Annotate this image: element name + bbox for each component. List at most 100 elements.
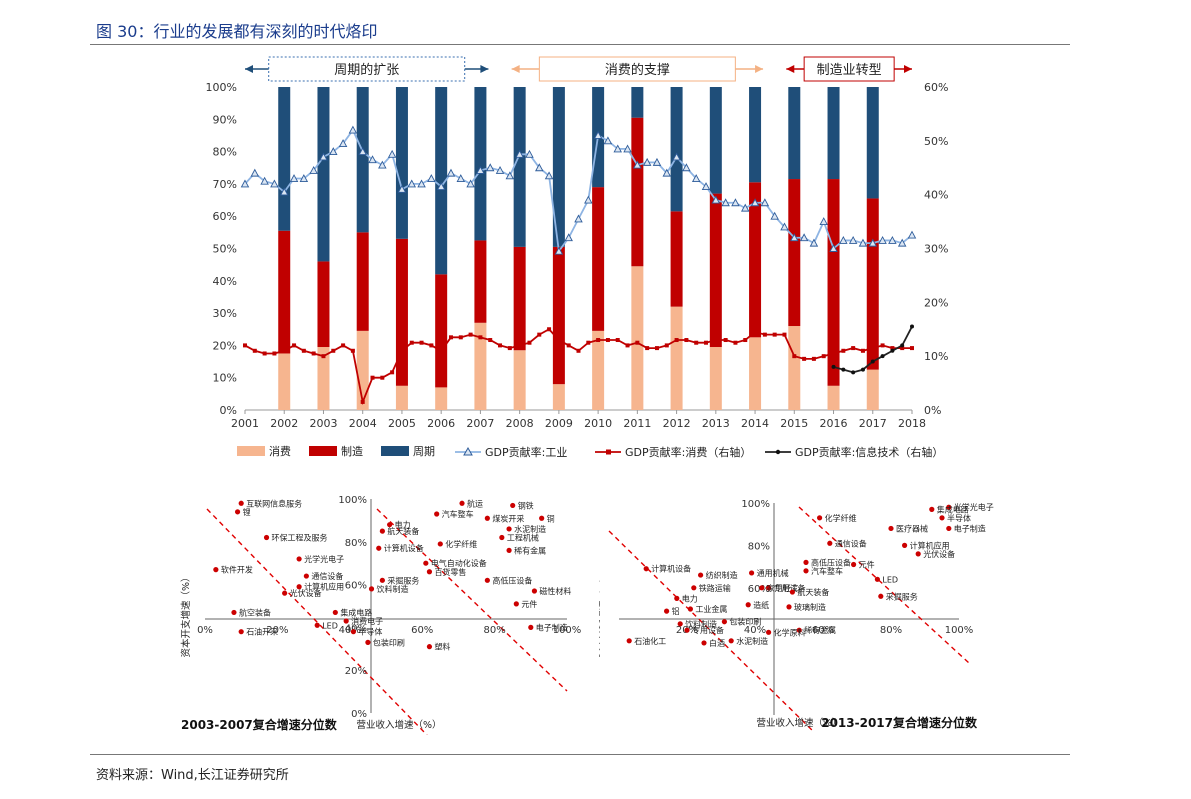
point-gdp-consume — [782, 332, 787, 337]
scatter-point — [234, 509, 241, 515]
scatter-point — [350, 629, 357, 635]
phase-arrowhead-left — [786, 65, 795, 73]
scatter-point — [946, 525, 952, 532]
scatter-point — [368, 586, 375, 592]
point-gdp-consume — [262, 351, 267, 356]
scatter-point — [745, 602, 751, 608]
bar-消费 — [709, 347, 722, 410]
scatter-point-label: 化学纤维 — [825, 513, 857, 523]
scatter-point — [434, 511, 440, 517]
phase-label: 制造业转型 — [817, 63, 882, 78]
line-GDP贡献率:工业 — [244, 128, 913, 254]
legend-marker — [606, 449, 611, 455]
x-tick-label: 2013 — [702, 417, 730, 430]
point-gdp-industry — [633, 160, 642, 169]
scatter-point-label: 采掘服务 — [387, 575, 419, 585]
source-note: 资料来源：Wind,长江证券研究所 — [96, 768, 289, 783]
bar-周期 — [356, 87, 369, 233]
point-gdp-it — [831, 364, 836, 369]
point-gdp-industry — [338, 139, 348, 147]
x-tick-label: 20% — [266, 625, 288, 636]
point-gdp-consume — [605, 338, 610, 343]
point-gdp-consume — [733, 340, 738, 345]
point-gdp-industry — [848, 235, 858, 244]
point-gdp-industry — [780, 222, 789, 231]
bar-制造 — [474, 240, 487, 323]
scatter-point — [528, 624, 534, 630]
point-gdp-industry — [574, 214, 583, 223]
point-gdp-industry — [456, 174, 466, 182]
scatter-point-label: 石油化工 — [634, 636, 666, 646]
point-gdp-consume — [802, 356, 807, 361]
point-gdp-industry — [642, 157, 652, 166]
point-gdp-industry — [329, 147, 338, 156]
point-gdp-industry — [839, 235, 848, 244]
point-gdp-it — [870, 359, 875, 364]
scatter-point — [314, 622, 320, 628]
x-tick-label: 2011 — [623, 417, 651, 430]
scatter-point-label: 化学原料 — [774, 627, 806, 637]
x-tick-label: 40% — [339, 625, 361, 636]
y-tick-label: 60% — [748, 584, 770, 595]
scatter-point-label: 石油开采 — [246, 627, 278, 637]
x-tick-label: 2001 — [231, 417, 259, 430]
x-tick-label: 2005 — [388, 417, 416, 430]
point-gdp-consume — [615, 338, 620, 343]
x-tick-label: 2003 — [309, 417, 337, 430]
scatter-point — [902, 542, 908, 548]
scatter-point — [929, 506, 935, 512]
point-gdp-consume — [488, 338, 493, 343]
phase-arrowhead-left — [511, 65, 520, 73]
scatter-point-label: 计算机设备 — [384, 543, 424, 553]
x-axis-label: 营业收入增速（%） — [356, 719, 441, 731]
point-gdp-consume — [821, 354, 826, 359]
point-gdp-consume — [537, 332, 542, 337]
point-gdp-consume — [792, 354, 797, 359]
point-gdp-industry — [436, 182, 446, 191]
y-left-tick-label: 70% — [213, 178, 237, 191]
bar-消费 — [866, 369, 879, 410]
bar-制造 — [749, 182, 762, 338]
scatter-point — [510, 502, 516, 509]
scatter-point — [939, 515, 945, 521]
point-gdp-industry — [799, 233, 809, 242]
point-gdp-consume — [478, 335, 483, 340]
point-gdp-industry — [662, 168, 672, 177]
scatter-point-label: 采掘服务 — [886, 591, 918, 601]
scatter-point — [539, 515, 545, 521]
scatter-point — [878, 593, 884, 599]
bar-消费 — [395, 385, 408, 410]
bar-制造 — [670, 211, 683, 307]
legend-label: 制造 — [341, 444, 363, 458]
point-gdp-consume — [321, 354, 326, 359]
scatter-point-label: 汽车整车 — [811, 566, 843, 576]
point-gdp-consume — [282, 348, 287, 353]
scatter-point-label: 计算机设备 — [651, 564, 691, 574]
point-gdp-industry — [378, 160, 387, 169]
scatter-point — [426, 644, 433, 650]
point-gdp-consume — [517, 343, 522, 348]
scatter-point — [506, 526, 512, 532]
bar-制造 — [552, 246, 565, 385]
point-gdp-industry — [564, 233, 573, 242]
scatter-point-label: 通用机械 — [757, 568, 789, 578]
point-gdp-consume — [635, 340, 640, 345]
point-gdp-consume — [341, 343, 346, 348]
point-gdp-consume — [468, 332, 473, 337]
point-gdp-consume — [880, 343, 885, 348]
point-gdp-consume — [664, 343, 669, 348]
scatter-point — [531, 588, 538, 594]
scatter-title: 2003-2007复合增速分位数 — [181, 717, 338, 732]
point-gdp-consume — [272, 351, 277, 356]
scatter-point-label: 光学光电子 — [304, 554, 344, 564]
y-tick-label: 60% — [345, 581, 367, 592]
x-tick-label: 2014 — [741, 417, 769, 430]
bar-消费 — [827, 385, 840, 410]
scatter-point-label: 计算机应用 — [304, 582, 344, 592]
legend-marker — [463, 446, 473, 456]
scatter-point — [766, 629, 772, 635]
point-gdp-industry — [701, 182, 711, 191]
point-gdp-industry — [750, 198, 760, 207]
scatter-point — [817, 515, 823, 521]
x-tick-label: 100% — [553, 625, 582, 636]
